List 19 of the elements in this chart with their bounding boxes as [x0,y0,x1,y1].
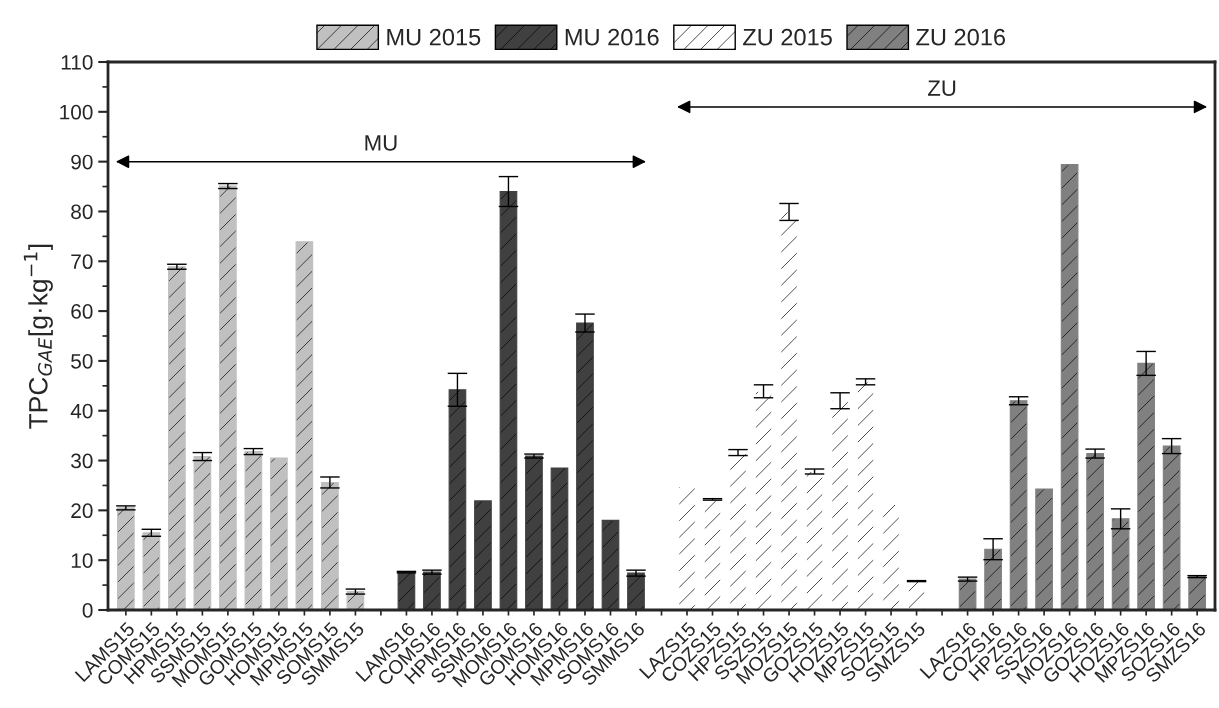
y-tick-label: 0 [82,603,93,618]
y-tick-label: 70 [71,254,93,270]
legend-label: ZU 2015 [743,28,832,46]
y-tick-label: 10 [71,553,93,568]
y-tick-label: 60 [71,304,93,319]
annotation: ZU [927,80,956,96]
y-tick-label: 80 [71,204,93,220]
legend-label: MU 2015 [387,28,481,46]
y-tick-label: 110 [61,55,93,70]
y-tick-label: 50 [71,353,93,369]
y-tick-label: 20 [71,503,93,519]
annotation: MU [365,135,397,151]
legend-label: ZU 2016 [916,28,1006,46]
y-tick-label: 100 [60,104,93,120]
y-tick-label: 40 [70,403,93,419]
y-axis-title: TPC$_{GAE}$[g·kg$^{−1}$] [23,244,53,429]
y-tick-label: 30 [71,453,93,469]
y-tick-label: 90 [71,154,93,170]
legend-label: MU 2016 [565,28,659,46]
